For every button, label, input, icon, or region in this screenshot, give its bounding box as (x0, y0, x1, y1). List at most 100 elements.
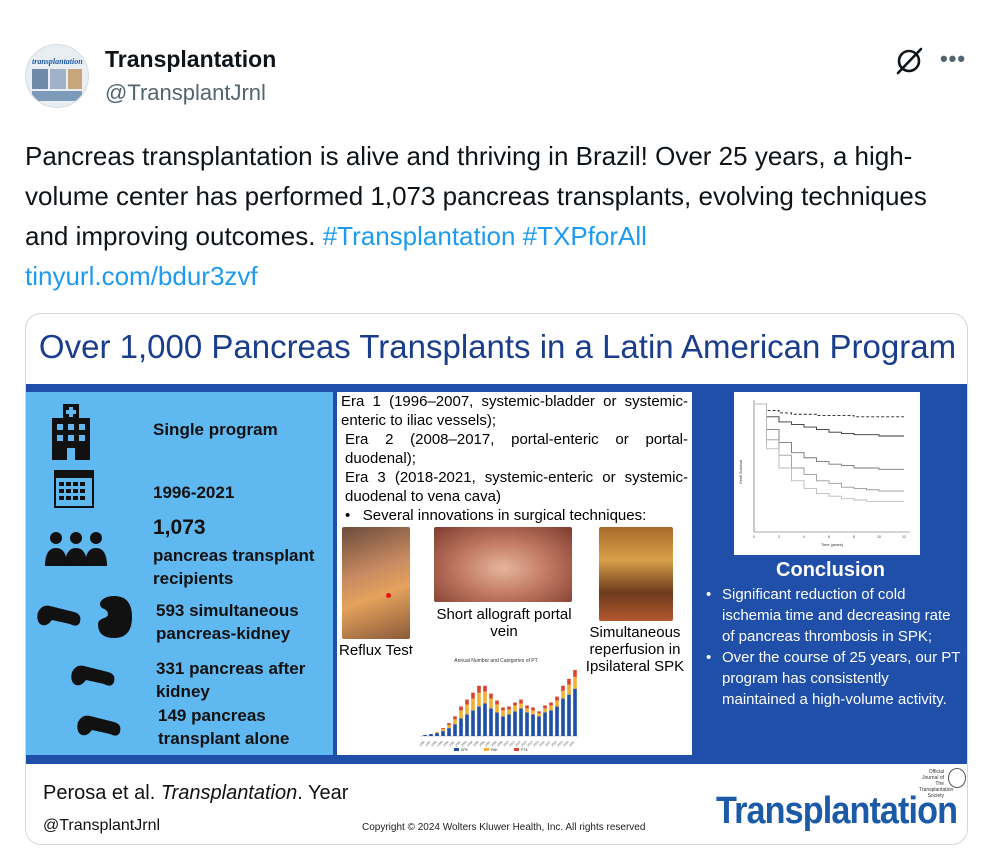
reflux-test-caption: Reflux Test (339, 642, 413, 659)
bar-pak-1999 (441, 729, 445, 732)
bar-tick-label: 2019 (556, 740, 564, 748)
total-label: pancreas transplant recipients (153, 546, 315, 588)
km-x-tick: 12 (902, 535, 906, 539)
km-x-tick: 0 (753, 535, 755, 539)
conclusion-panel: Graft Survival Time (years) 0 2 4 6 8 10 12 Co… (694, 392, 967, 755)
bar-pak-2003 (465, 704, 469, 715)
graft-survival-chart: Graft Survival Time (years) 0 2 4 6 8 10 12 (734, 392, 920, 555)
total-count: 1,073 (153, 516, 206, 539)
avatar-cover-thumb (68, 69, 82, 89)
bar-tick-label: 2006 (478, 740, 486, 748)
bar-pta-2017 (549, 702, 553, 706)
bar-pak-2004 (471, 698, 475, 711)
bar-pak-2010 (507, 709, 511, 715)
single-program-label: Single program (153, 420, 278, 439)
bar-pak-2013 (525, 708, 529, 713)
bar-tick-label: 2020 (562, 740, 570, 748)
spk-label: 593 simultaneous pancreas-kidney (156, 601, 299, 643)
km-x-tick: 6 (828, 535, 830, 539)
infographic-card[interactable]: Over 1,000 Pancreas Transplants in a Lat… (25, 313, 968, 845)
avatar-cover-title: transplantation (32, 57, 83, 66)
bar-pak-2009 (501, 710, 505, 717)
pak-label: 331 pancreas after kidney (156, 659, 306, 701)
bar-pak-2005 (477, 692, 481, 707)
era-1: Era 1 (1996–2007, systemic-bladder or sy… (341, 393, 688, 429)
bar-spk-2009 (501, 716, 505, 736)
kidney-icon (98, 596, 132, 638)
bar-pak-2007 (489, 698, 493, 709)
calendar-icon (54, 470, 94, 508)
infographic-title: Over 1,000 Pancreas Transplants in a Lat… (38, 328, 957, 365)
annual-pt-bar-chart: Annual Number and Categories of PT 19961… (408, 654, 584, 754)
km-series-3 (754, 403, 904, 470)
bar-pak-2018 (555, 700, 559, 707)
bar-tick-label: 1997 (424, 740, 432, 748)
reflux-test-photo (342, 527, 410, 639)
bar-tick-label: 2005 (472, 740, 480, 748)
user-handle[interactable]: @TransplantJrnl (105, 80, 266, 105)
km-x-tick: 2 (778, 535, 780, 539)
bar-spk-2018 (555, 706, 559, 736)
bar-pta-2020 (567, 678, 571, 685)
bar-spk-2008 (495, 712, 499, 736)
bar-spk-2013 (525, 712, 529, 736)
techniques-panel: Era 1 (1996–2007, systemic-bladder or sy… (337, 392, 692, 755)
bar-pta-2006 (483, 685, 487, 692)
journal-logo: Transplantation (716, 790, 958, 832)
bar-pta-2002 (459, 706, 463, 711)
bar-pak-2001 (453, 719, 457, 725)
legend-swatch-spk (454, 748, 459, 751)
bar-spk-2019 (561, 698, 565, 736)
bar-tick-label: 2004 (466, 740, 474, 748)
bar-spk-1999 (441, 731, 445, 736)
bar-tick-label: 2013 (520, 740, 528, 748)
bar-tick-label: 2011 (508, 740, 516, 748)
tweet-link[interactable]: tinyurl.com/bdur3zvf (25, 261, 258, 291)
bar-pta-2013 (525, 705, 529, 709)
bar-spk-1997 (429, 734, 433, 736)
portal-vein-caption: Short allograft portal vein (436, 606, 572, 640)
bar-pta-2021 (573, 670, 577, 677)
more-options-icon[interactable]: ••• (939, 46, 967, 71)
bar-tick-label: 2017 (544, 740, 552, 748)
bar-pak-2006 (483, 691, 487, 704)
km-y-label: Graft Survival (738, 460, 743, 484)
people-icon (45, 532, 107, 566)
hospital-icon (52, 404, 90, 460)
bar-spk-2010 (507, 714, 511, 736)
display-name[interactable]: Transplantation (105, 46, 277, 72)
bar-tick-label: 2010 (502, 740, 510, 748)
bar-pta-2004 (471, 692, 475, 699)
bar-pak-2000 (447, 725, 451, 729)
bar-spk-2002 (459, 718, 463, 736)
grok-icon[interactable] (894, 46, 924, 76)
footer-divider (716, 761, 967, 762)
bar-spk-2020 (567, 694, 571, 736)
hashtag-txpforall[interactable]: #TXPforAll (522, 221, 647, 251)
bar-tick-label: 2012 (514, 740, 522, 748)
km-x-label: Time (years) (821, 542, 844, 547)
hashtag-transplantation[interactable]: #Transplantation (322, 221, 516, 251)
copyright-notice: Copyright © 2024 Wolters Kluwer Health, … (362, 822, 646, 833)
bar-pak-2020 (567, 684, 571, 695)
bar-spk-1996 (423, 735, 427, 736)
bar-spk-1998 (435, 733, 439, 736)
bar-pta-2005 (477, 685, 481, 693)
citation: Perosa et al. Transplantation. Year (43, 782, 348, 805)
bar-tick-label: 2018 (550, 740, 558, 748)
bar-tick-label: 2001 (448, 740, 456, 748)
avatar[interactable]: transplantation (25, 44, 89, 108)
km-x-tick: 4 (803, 535, 805, 539)
citation-journal: Transplantation (160, 782, 298, 804)
pta-label: 149 pancreas transplant alone (158, 706, 290, 748)
km-series-5 (754, 403, 904, 502)
bar-spk-2017 (549, 710, 553, 736)
bar-tick-label: 1998 (430, 740, 438, 748)
bar-spk-2015 (537, 716, 541, 736)
era-text: Era 1 (1996–2007, systemic-bladder or sy… (341, 392, 688, 525)
bar-pta-2009 (501, 707, 505, 711)
bar-spk-2004 (471, 710, 475, 736)
reperfusion-photo (599, 527, 673, 621)
bar-pak-2017 (549, 705, 553, 711)
marker-dot (386, 593, 391, 598)
